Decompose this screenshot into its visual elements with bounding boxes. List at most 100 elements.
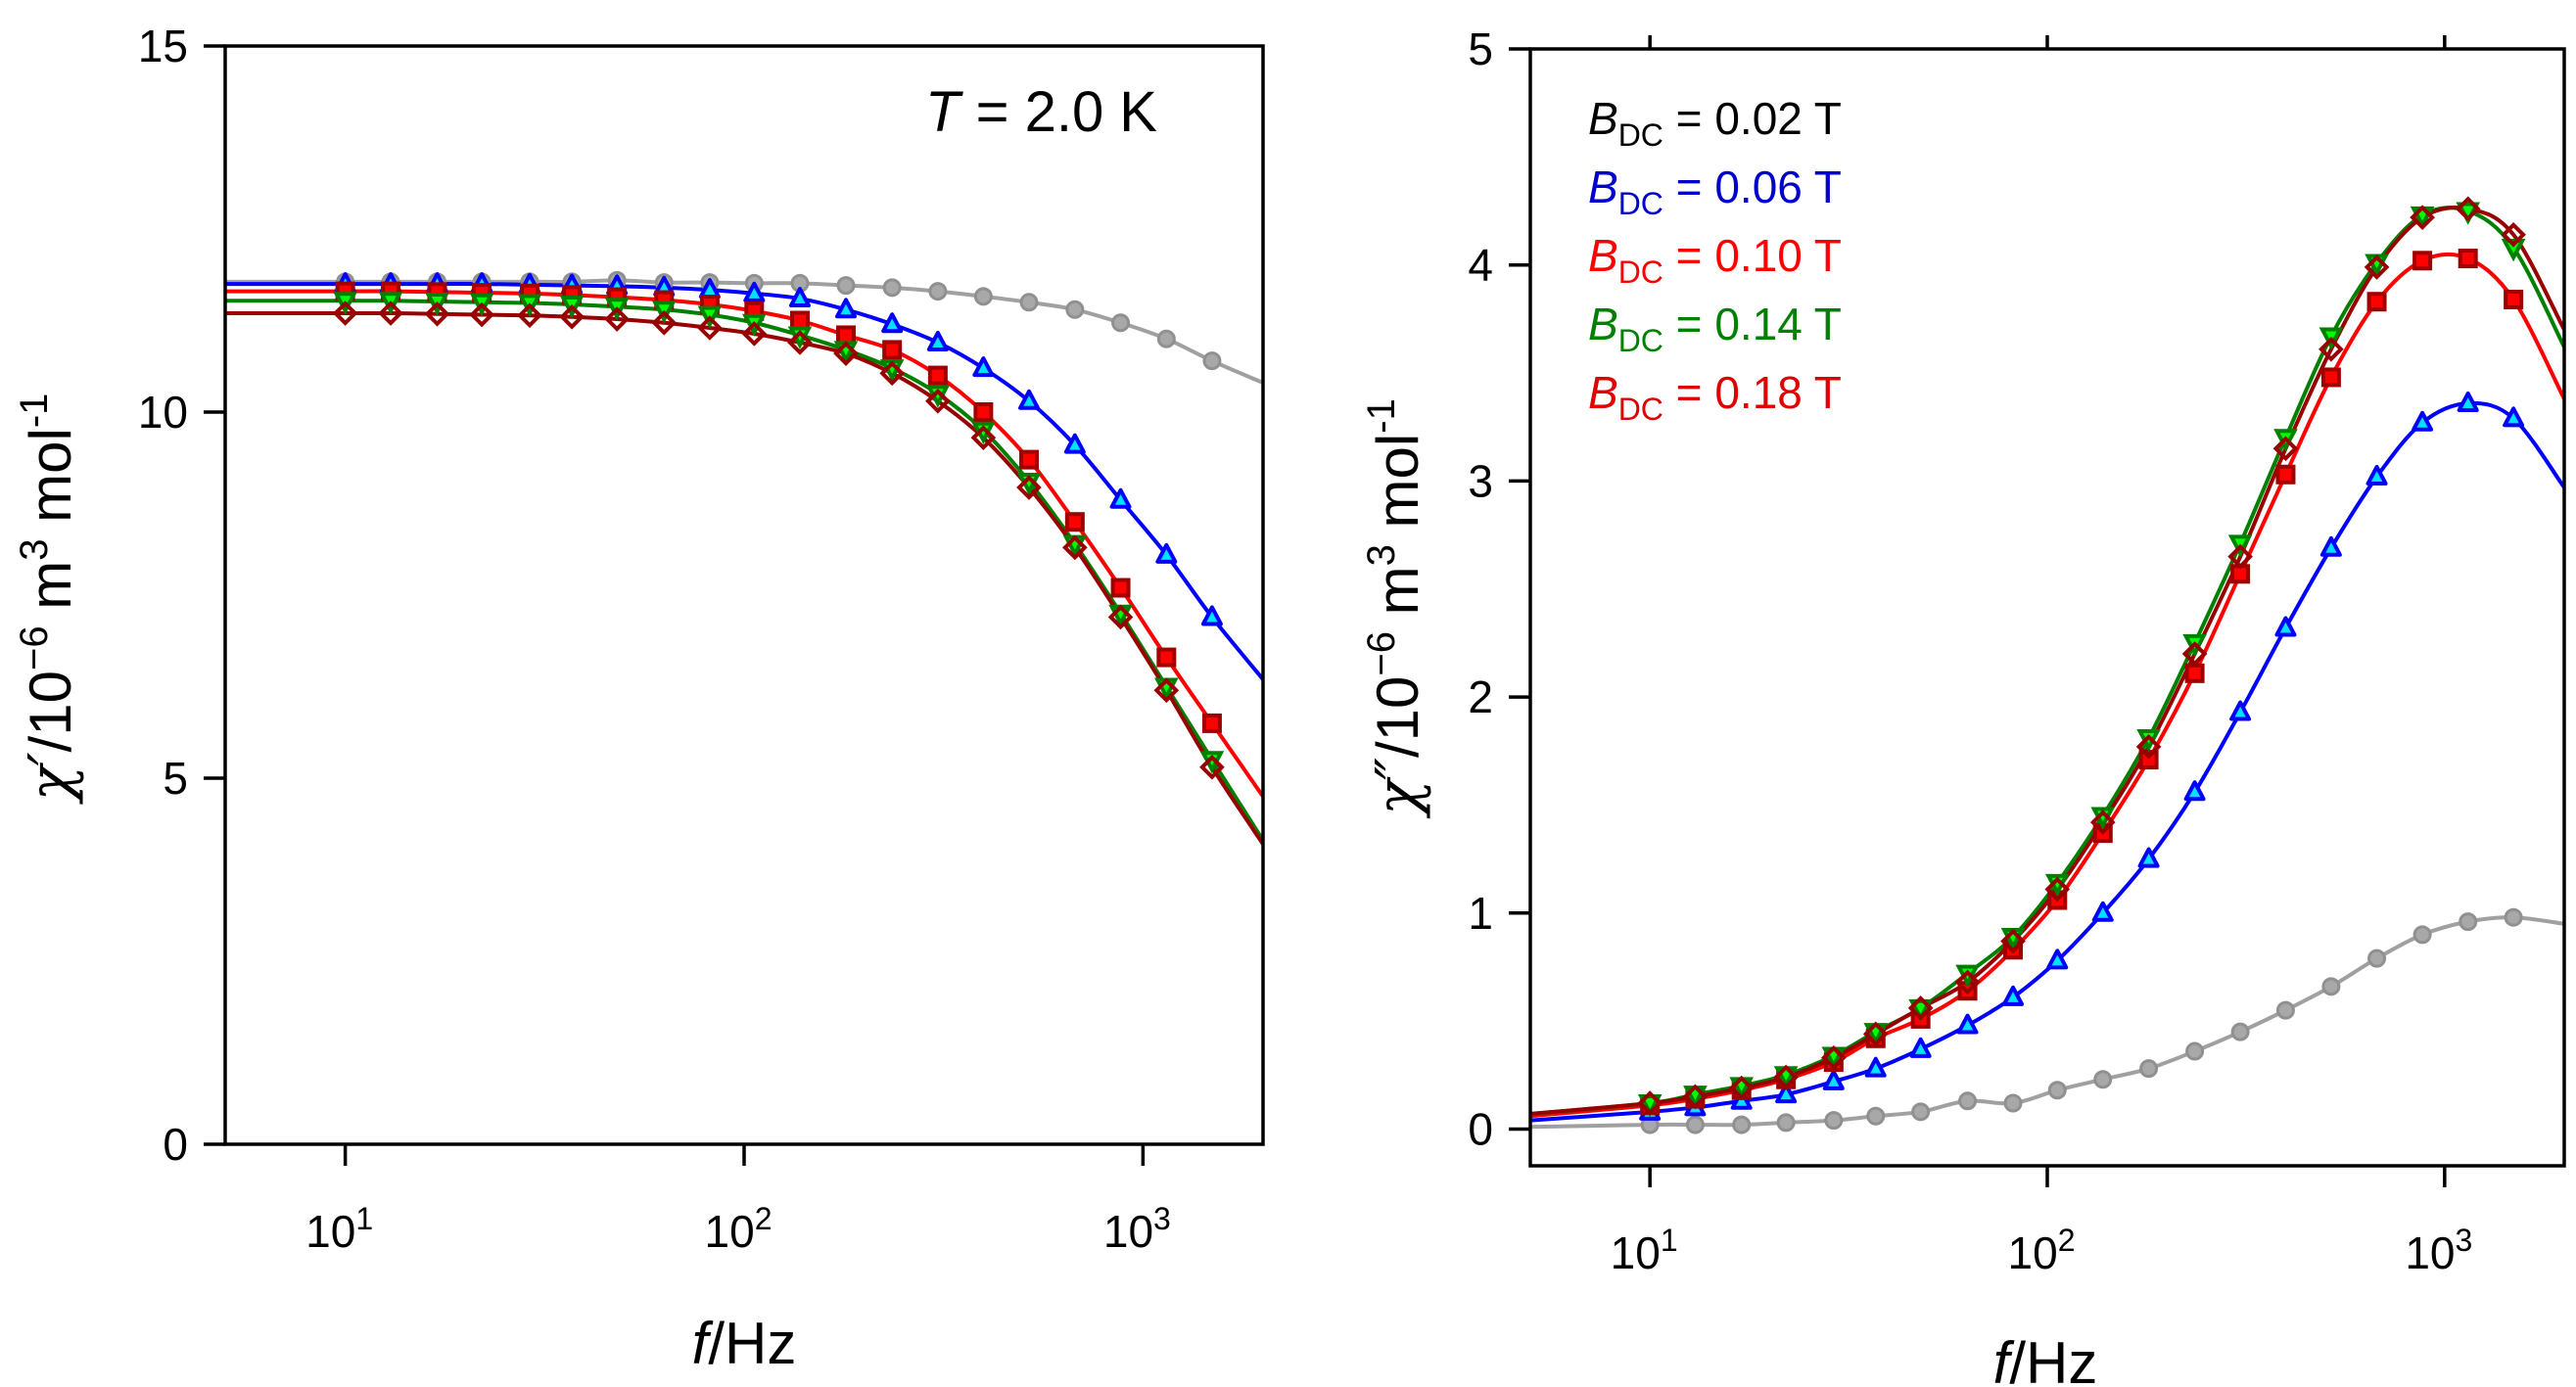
circle-marker	[1776, 1113, 1796, 1133]
legend-entry-2: BDC = 0.10 T	[1588, 230, 1842, 290]
y-tick-label: 10	[138, 387, 188, 438]
square-marker	[1156, 647, 1177, 668]
circle-marker	[1732, 1115, 1752, 1134]
triangle-up-marker	[1017, 389, 1040, 410]
x-tick-label: 102	[705, 1201, 773, 1257]
right-x-axis-label: f/Hz	[1993, 1330, 2098, 1387]
x-tick-label-exponent: 2	[2058, 1223, 2076, 1258]
circle-marker	[1065, 300, 1085, 319]
temperature-annotation: T = 2.0 K	[925, 80, 1157, 144]
series-markers-4	[1637, 196, 2526, 1116]
series-markers-4	[332, 301, 1225, 780]
series-markers-3	[333, 292, 1225, 774]
y-tick-label: 4	[1468, 240, 1493, 291]
triangle-up-marker	[881, 312, 904, 334]
triangle-up-marker	[2002, 985, 2025, 1006]
diamond-marker	[833, 341, 859, 366]
circle-marker	[2093, 1070, 2113, 1089]
diamond-marker	[1199, 754, 1225, 780]
square-marker	[2366, 292, 2387, 312]
circle-marker	[1111, 313, 1131, 333]
triangle-up-marker	[834, 298, 857, 319]
plot-area	[225, 270, 1263, 846]
diamond-marker	[1907, 995, 1934, 1021]
triangle-up-marker	[1200, 605, 1223, 626]
y-tick-label: 2	[1468, 671, 1493, 722]
series-markers-1	[1639, 391, 2525, 1121]
circle-marker	[2367, 948, 2387, 968]
plot-area	[1530, 196, 2564, 1134]
diamond-marker	[1682, 1084, 1709, 1110]
triangle-up-marker	[2503, 406, 2525, 428]
diamond-marker	[1016, 475, 1042, 500]
x-tick-label-base: 10	[1611, 1227, 1661, 1278]
circle-marker	[1156, 329, 1176, 348]
diamond-marker	[2501, 221, 2526, 248]
diamond-marker	[2364, 254, 2390, 280]
diamond-marker	[1773, 1064, 1799, 1090]
series-1	[225, 282, 1263, 681]
diamond-marker	[970, 425, 997, 451]
circle-marker	[1958, 1091, 1978, 1111]
circle-marker	[2321, 977, 2341, 996]
legend-entry-0: BDC = 0.02 T	[1588, 93, 1842, 153]
series-markers-1	[334, 272, 1223, 626]
series-1	[1530, 400, 2564, 1123]
triangle-up-marker	[1864, 1056, 1887, 1078]
circle-marker	[2412, 925, 2432, 945]
legend-entry-4: BDC = 0.18 T	[1588, 367, 1842, 427]
y-tick-label: 0	[163, 1119, 188, 1170]
triangle-up-marker	[2365, 464, 2388, 485]
triangle-up-marker	[2319, 535, 2342, 557]
diamond-marker	[697, 315, 723, 341]
diamond-marker	[2000, 928, 2026, 954]
triangle-up-marker	[788, 287, 811, 308]
triangle-up-marker	[1155, 542, 1178, 564]
diamond-marker	[2410, 205, 2435, 230]
square-marker	[973, 402, 994, 422]
square-marker	[1064, 512, 1085, 532]
x-tick-label-base: 10	[1103, 1206, 1153, 1257]
x-tick-label-exponent: 2	[755, 1201, 773, 1236]
diamond-marker	[1062, 534, 1088, 561]
triangle-up-marker	[2091, 901, 2114, 922]
triangle-up-marker	[2274, 616, 2297, 637]
diamond-marker	[2181, 641, 2208, 667]
fit-line	[225, 310, 1263, 846]
x-tick-label-base: 10	[2008, 1227, 2058, 1278]
triangle-up-marker	[2412, 410, 2434, 432]
series-markers-2	[335, 281, 1222, 733]
triangle-down-marker	[2501, 239, 2526, 262]
fit-line	[1530, 400, 2564, 1123]
series-markers-0	[1640, 907, 2523, 1134]
diamond-marker	[604, 306, 630, 332]
triangle-up-marker	[2457, 391, 2479, 412]
diamond-marker	[651, 309, 678, 336]
diamond-marker	[2227, 543, 2253, 570]
x-tick-label-base: 10	[2405, 1227, 2455, 1278]
diamond-marker	[2272, 436, 2299, 462]
circle-marker	[2047, 1081, 2067, 1100]
series-markers-0	[336, 270, 1222, 371]
series-4	[225, 310, 1263, 846]
triangle-up-marker	[1909, 1037, 1932, 1058]
triangle-up-marker	[1822, 1069, 1845, 1090]
square-marker	[1018, 449, 1039, 470]
triangle-up-marker	[2183, 780, 2206, 802]
diamond-marker	[2089, 809, 2116, 835]
y-tick-label: 1	[1468, 888, 1493, 939]
x-tick-label-base: 10	[705, 1206, 755, 1257]
x-tick-label-exponent: 3	[1153, 1201, 1171, 1236]
x-tick-label-base: 10	[305, 1206, 355, 1257]
legend-entry-3: BDC = 0.14 T	[1588, 299, 1842, 358]
circle-marker	[2504, 907, 2523, 927]
diamond-marker	[925, 388, 951, 414]
circle-marker	[2230, 1022, 2250, 1041]
legend: BDC = 0.02 T BDC = 0.06 T BDC = 0.10 T B…	[1588, 93, 1842, 427]
triangle-up-marker	[972, 356, 995, 378]
diamond-marker	[378, 301, 403, 326]
triangle-up-marker	[1775, 1083, 1798, 1104]
diamond-marker	[741, 321, 768, 347]
diamond-marker	[1728, 1075, 1755, 1101]
